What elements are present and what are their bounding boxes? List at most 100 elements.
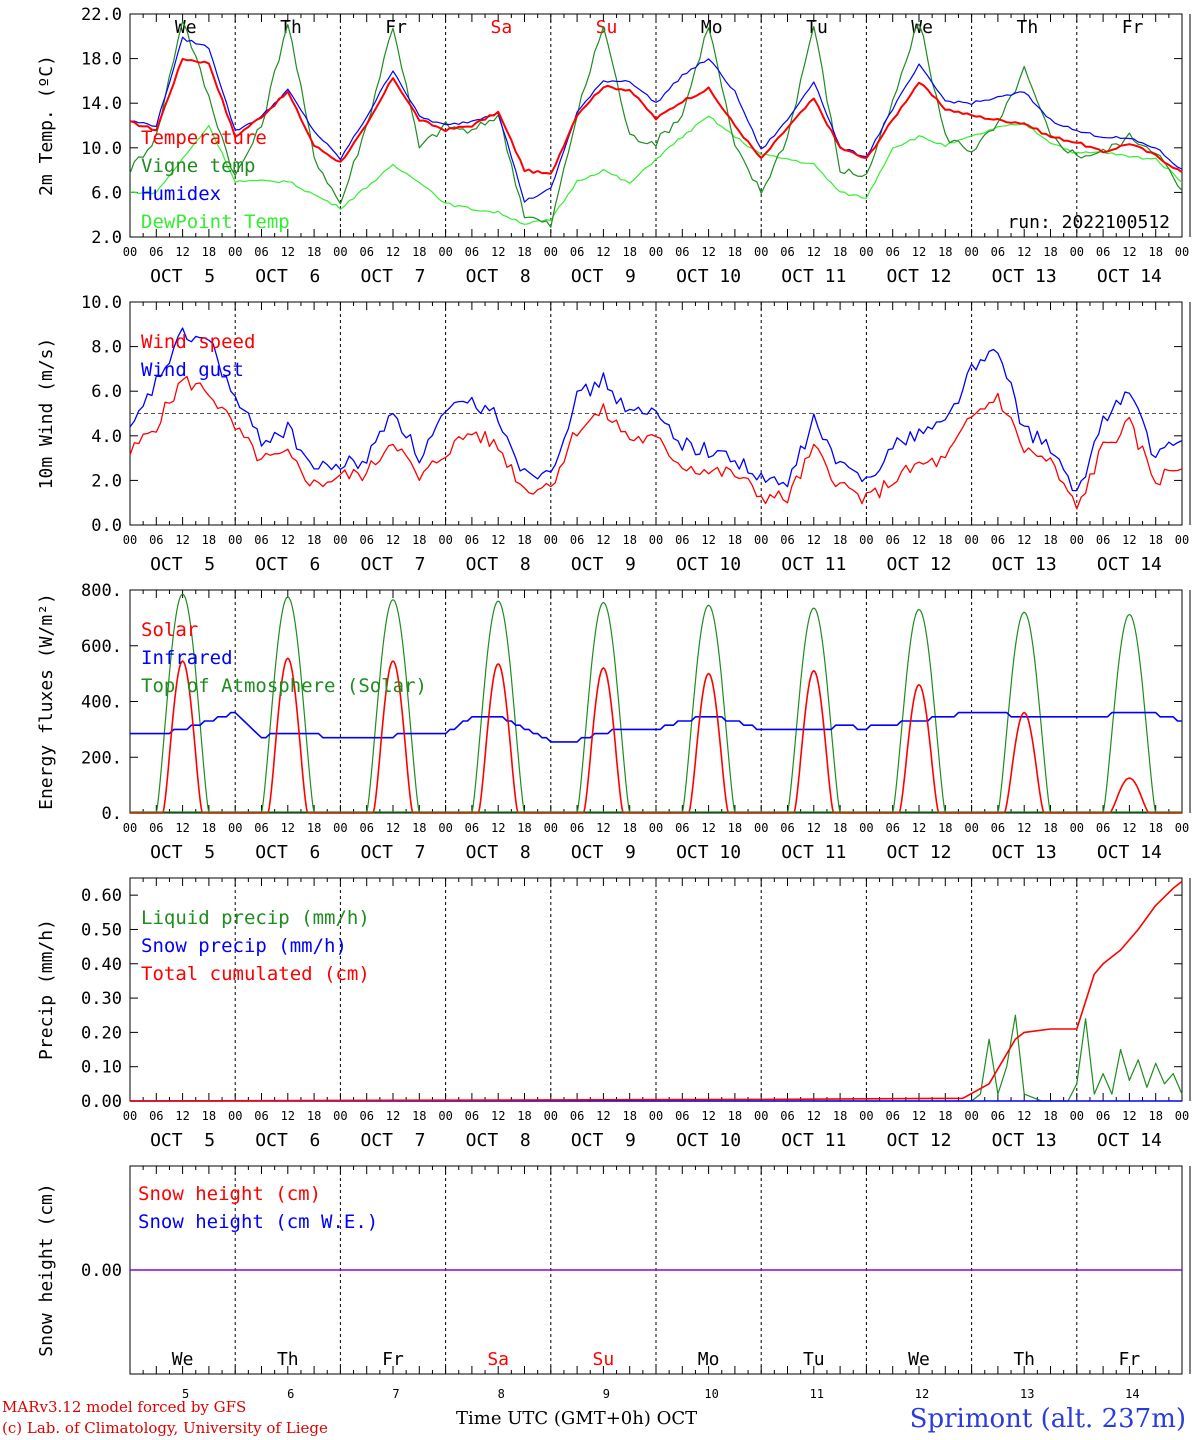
hour-tick-label: 18 xyxy=(307,821,321,835)
hour-tick-label: 06 xyxy=(675,533,689,547)
hour-tick-label: 12 xyxy=(701,533,715,547)
hour-tick-label: 00 xyxy=(1175,245,1189,259)
legend-entry: Vigne temp xyxy=(141,155,255,177)
y-tick-label: 22.0 xyxy=(81,5,122,25)
hour-tick-label: 12 xyxy=(596,245,610,259)
day-number: 5 xyxy=(182,1387,189,1401)
series-line xyxy=(130,1014,1183,1102)
hour-tick-label: 00 xyxy=(754,245,768,259)
legend-entry: Total cumulated (cm) xyxy=(141,963,370,985)
hour-tick-label: 12 xyxy=(596,1109,610,1123)
weekday-label: Tu xyxy=(806,17,828,38)
hour-tick-label: 18 xyxy=(1148,533,1162,547)
hour-tick-label: 00 xyxy=(438,245,452,259)
legend-entry: Solar xyxy=(141,619,198,641)
hour-tick-label: 12 xyxy=(281,533,295,547)
hour-tick-label: 18 xyxy=(517,245,531,259)
y-tick-label: 800. xyxy=(81,581,122,601)
date-label: OCT 9 xyxy=(571,554,636,575)
hour-tick-label: 18 xyxy=(622,1109,636,1123)
hour-tick-label: 00 xyxy=(333,821,347,835)
date-label: OCT 7 xyxy=(360,842,425,863)
y-tick-label: 6.0 xyxy=(91,183,122,203)
date-label: OCT 5 xyxy=(150,266,215,287)
hour-tick-label: 06 xyxy=(465,821,479,835)
hour-tick-label: 00 xyxy=(438,821,452,835)
y-tick-label: 0.50 xyxy=(81,920,122,940)
hour-tick-label: 00 xyxy=(964,245,978,259)
hour-tick-label: 18 xyxy=(728,1109,742,1123)
hour-tick-label: 00 xyxy=(649,821,663,835)
hour-tick-label: 00 xyxy=(544,533,558,547)
hour-tick-label: 12 xyxy=(912,245,926,259)
hour-tick-label: 18 xyxy=(1043,245,1057,259)
y-tick-label: 200. xyxy=(81,748,122,768)
hour-tick-label: 06 xyxy=(675,1109,689,1123)
plot-frame xyxy=(129,13,1183,238)
hour-tick-label: 00 xyxy=(859,821,873,835)
day-number: 9 xyxy=(603,1387,610,1401)
hour-tick-label: 00 xyxy=(228,821,242,835)
series-line xyxy=(129,375,1183,510)
weekday-label: Su xyxy=(593,1349,615,1370)
date-label: OCT 10 xyxy=(676,1130,741,1151)
hour-tick-label: 18 xyxy=(202,1109,216,1123)
date-label: OCT 13 xyxy=(992,1130,1057,1151)
day-number: 14 xyxy=(1125,1387,1139,1401)
hour-tick-label: 12 xyxy=(1122,1109,1136,1123)
hour-tick-label: 00 xyxy=(859,1109,873,1123)
y-tick-label: 0.20 xyxy=(81,1023,122,1043)
date-label: OCT 9 xyxy=(571,1130,636,1151)
hour-tick-label: 00 xyxy=(333,533,347,547)
weekday-label: Mo xyxy=(701,17,723,38)
hour-tick-label: 18 xyxy=(938,821,952,835)
hour-tick-label: 06 xyxy=(991,533,1005,547)
date-label: OCT 7 xyxy=(360,266,425,287)
hour-tick-label: 12 xyxy=(807,533,821,547)
weekday-label: Tu xyxy=(803,1349,825,1370)
time-axis-label: Time UTC (GMT+0h) OCT xyxy=(456,1408,698,1429)
hour-tick-label: 06 xyxy=(359,1109,373,1123)
hour-tick-label: 06 xyxy=(465,245,479,259)
date-label: OCT 13 xyxy=(992,266,1057,287)
hour-tick-label: 12 xyxy=(491,533,505,547)
hour-tick-label: 06 xyxy=(570,821,584,835)
y-tick-label: 4.0 xyxy=(91,427,122,447)
station-name: Sprimont (alt. 237m) xyxy=(909,1404,1186,1434)
hour-tick-label: 06 xyxy=(254,1109,268,1123)
legend-entry: Top of Atmosphere (Solar) xyxy=(141,675,427,697)
date-label: OCT 10 xyxy=(676,554,741,575)
date-label: OCT 6 xyxy=(255,266,320,287)
day-number: 10 xyxy=(704,1387,718,1401)
hour-tick-label: 06 xyxy=(991,245,1005,259)
weekday-label: Th xyxy=(277,1349,299,1370)
hour-tick-label: 06 xyxy=(780,245,794,259)
weekday-label: Sa xyxy=(491,17,513,38)
day-number: 7 xyxy=(392,1387,399,1401)
hour-tick-label: 18 xyxy=(728,245,742,259)
series-line xyxy=(129,327,1183,492)
date-label: OCT 7 xyxy=(360,554,425,575)
series-line xyxy=(130,711,1182,743)
weekday-label: Fr xyxy=(385,17,407,38)
hour-tick-label: 06 xyxy=(780,821,794,835)
weekday-label: Th xyxy=(1017,17,1039,38)
date-label: OCT 11 xyxy=(781,554,846,575)
hour-tick-label: 18 xyxy=(1148,245,1162,259)
y-tick-label: 14.0 xyxy=(81,94,122,114)
hour-tick-label: 18 xyxy=(1043,821,1057,835)
hour-tick-label: 06 xyxy=(465,1109,479,1123)
date-label: OCT 14 xyxy=(1097,266,1162,287)
hour-tick-label: 12 xyxy=(175,1109,189,1123)
weekday-label: Fr xyxy=(1122,17,1144,38)
hour-tick-label: 00 xyxy=(544,1109,558,1123)
legend-entry: DewPoint Temp xyxy=(141,211,290,233)
hour-tick-label: 00 xyxy=(754,533,768,547)
day-number: 13 xyxy=(1020,1387,1034,1401)
hour-tick-label: 06 xyxy=(1096,245,1110,259)
date-label: OCT 13 xyxy=(992,554,1057,575)
hour-tick-label: 00 xyxy=(649,533,663,547)
y-tick-label: 8.0 xyxy=(91,338,122,358)
y-tick-label: 0.0 xyxy=(91,516,122,536)
hour-tick-label: 18 xyxy=(938,1109,952,1123)
